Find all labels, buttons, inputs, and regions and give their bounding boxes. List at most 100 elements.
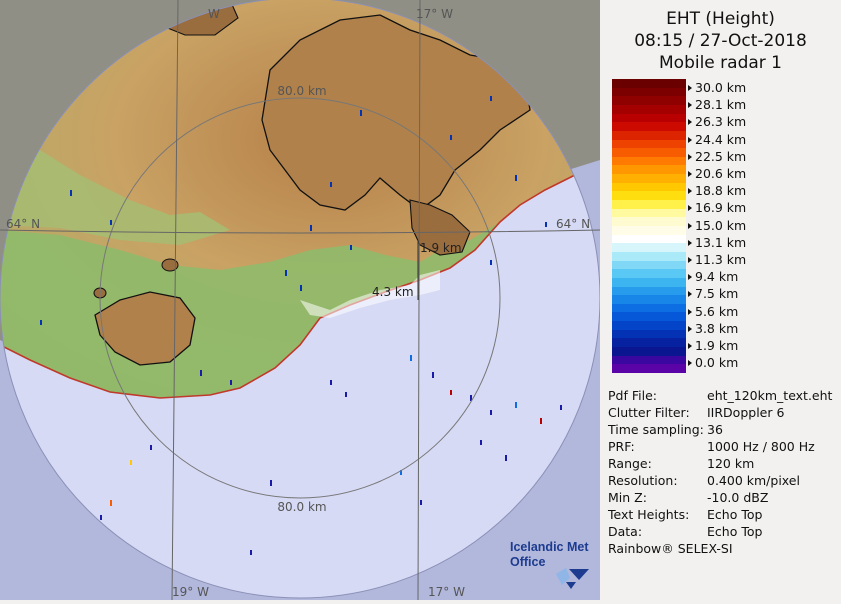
tick-label: 18.8 km (695, 183, 747, 199)
color-scale-segment (612, 148, 686, 158)
info-row: Range: 120 km (608, 456, 754, 471)
color-scale-segment (612, 174, 686, 184)
tick-marker-icon (688, 136, 692, 143)
color-scale-tick: 26.3 km (688, 114, 746, 129)
info-row: Time sampling: 36 (608, 422, 723, 437)
product-title: EHT (Height) (666, 9, 775, 29)
tick-label: 26.3 km (695, 114, 747, 130)
info-value: 1000 Hz / 800 Hz (707, 439, 815, 454)
echo-coastal (300, 270, 440, 318)
glacier-small (161, 258, 179, 272)
tick-marker-icon (688, 291, 692, 298)
tick-marker-icon (688, 153, 692, 160)
color-scale-segment (612, 182, 686, 192)
tick-marker-icon (688, 171, 692, 177)
color-scale-segment (612, 104, 686, 115)
tick-marker-icon (688, 205, 692, 212)
tick-marker-icon (688, 222, 692, 229)
info-key: Resolution: (608, 473, 678, 488)
tick-label: 30.0 km (695, 80, 747, 95)
color-scale-tick: 1.9 km (688, 338, 738, 353)
color-scale-tick: 28.1 km (688, 97, 746, 112)
tick-label: 1.9 km (695, 338, 739, 353)
imo-logo: Icelandic Met Office (510, 540, 589, 589)
tick-label: 5.6 km (695, 303, 739, 319)
info-value: -10.0 dBZ (707, 490, 769, 505)
color-scale-segment (612, 217, 686, 227)
color-scale-tick: 11.3 km (688, 252, 746, 267)
meridian-label-19w: 19° W (172, 585, 209, 599)
color-scale-tick: 0.0 km (688, 355, 738, 370)
color-scale-segment (612, 113, 686, 123)
color-scale-tick: 22.5 km (688, 149, 746, 164)
glacier-oraefajokull (409, 199, 471, 256)
color-scale-tick: 20.6 km (688, 166, 746, 181)
height-label-1: 1.9 km (420, 241, 462, 255)
tick-marker-icon (688, 360, 692, 367)
info-value: Echo Top (707, 507, 763, 522)
color-scale-tick: 16.9 km (688, 200, 746, 215)
lowland-west (0, 130, 230, 245)
echo-speckles (40, 96, 562, 555)
tick-label: 3.8 km (695, 320, 739, 336)
color-scale-segment (612, 87, 686, 97)
color-scale-segment (612, 234, 686, 244)
color-scale-segment (612, 208, 686, 218)
info-row: Min Z: -10.0 dBZ (608, 490, 768, 505)
tick-marker-icon (688, 343, 692, 349)
info-value: 0.400 km/pixel (707, 473, 800, 488)
tick-marker-icon (688, 85, 692, 91)
tick-label: 20.6 km (695, 166, 747, 181)
color-scale-segment (612, 122, 686, 132)
color-scale-tick: 24.4 km (688, 132, 746, 147)
info-value: Echo Top (707, 524, 763, 539)
datetime-title: 08:15 / 27-Oct-2018 (634, 31, 807, 51)
info-row: Data: Echo Top (608, 524, 762, 539)
info-value: IIRDoppler 6 (707, 405, 785, 420)
color-scale-segment (612, 321, 686, 331)
color-scale-segment (612, 96, 686, 106)
glacier-vatnajokull (261, 14, 531, 211)
info-row: PRF: 1000 Hz / 800 Hz (608, 439, 815, 454)
legend-panel: EHT (Height) 08:15 / 27-Oct-2018 Mobile … (600, 0, 841, 600)
tick-label: 22.5 km (695, 148, 747, 164)
meridian-19w (171, 0, 179, 601)
parallel-label-right: 64° N (556, 217, 590, 231)
tick-marker-icon (688, 119, 692, 126)
height-label-2: 4.3 km (372, 285, 414, 299)
color-scale-tick: 7.5 km (688, 286, 738, 301)
glacier-myrdalsjokull (94, 291, 196, 366)
parallel-label-left: 64° N (6, 217, 40, 231)
info-value: eht_120km_text.eht (707, 388, 833, 403)
color-scale-segment (612, 226, 686, 236)
info-key: Time sampling: (608, 422, 704, 437)
range-ring-80 (99, 97, 501, 499)
radar-title: Mobile radar 1 (659, 53, 782, 73)
color-scale-segment (612, 200, 686, 210)
color-scale-segment (612, 139, 686, 149)
range-ring-label-bottom: 80.0 km (277, 500, 326, 514)
color-scale-tick: 30.0 km (688, 80, 746, 95)
meridian-label-17w-bottom: 17° W (428, 585, 465, 599)
tick-label: 9.4 km (695, 269, 739, 285)
tick-marker-icon (688, 257, 692, 263)
info-value: 36 (707, 422, 723, 437)
tick-marker-icon (688, 325, 692, 332)
color-scale-segment (612, 286, 686, 296)
color-scale-tick: 18.8 km (688, 183, 746, 198)
tick-label: 7.5 km (695, 286, 739, 302)
color-scale-tick: 5.6 km (688, 304, 738, 319)
meridian-17w (417, 0, 421, 601)
info-row: Pdf File: eht_120km_text.eht (608, 388, 832, 403)
color-scale-tick: 9.4 km (688, 269, 738, 284)
info-key: Pdf File: (608, 388, 657, 403)
tick-label: 0.0 km (695, 355, 739, 371)
info-row: Clutter Filter: IIRDoppler 6 (608, 405, 784, 420)
color-scale-segment (612, 156, 686, 166)
meridian-label-w-top: W (208, 7, 220, 21)
color-scale-tick: 3.8 km (688, 321, 738, 336)
color-scale-segment (612, 312, 686, 322)
color-scale-segment (612, 191, 686, 201)
color-scale-segment (612, 355, 686, 365)
color-scale-segment (612, 79, 686, 89)
